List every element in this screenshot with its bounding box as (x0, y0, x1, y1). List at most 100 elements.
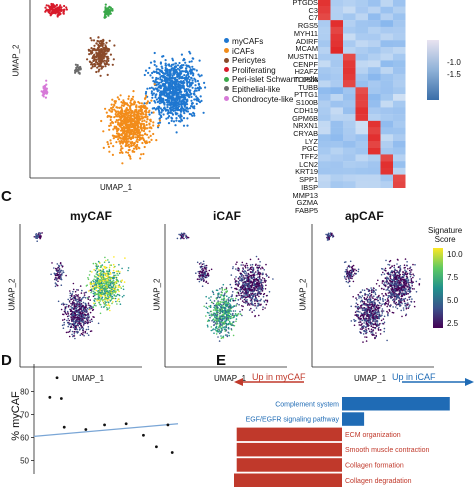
signature-point (201, 276, 203, 278)
cluster-point (130, 142, 132, 144)
umap-points (41, 3, 207, 165)
signature-point (65, 312, 67, 314)
signature-point (230, 299, 232, 301)
signature-point (89, 321, 91, 323)
cluster-point (113, 44, 115, 46)
signature-point (245, 271, 247, 273)
signature-point (84, 294, 86, 296)
signature-point (58, 301, 60, 303)
signature-point (110, 277, 112, 279)
cluster-point (43, 93, 45, 95)
heatmap-cell (356, 7, 369, 14)
cluster-point (139, 110, 141, 112)
signature-point (88, 279, 90, 281)
signature-point (203, 274, 205, 276)
signature-point (95, 263, 97, 265)
signature-point (110, 273, 112, 275)
signature-point (228, 335, 230, 337)
cluster-point (123, 126, 125, 128)
cluster-point (42, 91, 44, 93)
signature-point (242, 267, 244, 269)
signature-point (82, 332, 84, 334)
signature-point (57, 281, 59, 283)
cluster-point (170, 77, 172, 79)
signature-point (81, 306, 83, 308)
signature-point (242, 300, 244, 302)
signature-point (69, 320, 71, 322)
cluster-point (183, 117, 185, 119)
cluster-point (176, 105, 178, 107)
signature-point (226, 314, 228, 316)
signature-point (376, 299, 378, 301)
heatmap-cell (356, 107, 369, 114)
cluster-point (148, 136, 150, 138)
signature-point (202, 268, 204, 270)
signature-point (77, 296, 79, 298)
signature-point (98, 302, 100, 304)
cluster-point (197, 87, 199, 89)
signature-point (218, 329, 220, 331)
signature-point (220, 335, 222, 337)
signature-point (257, 285, 259, 287)
signature-point (225, 291, 227, 293)
cluster-point (149, 87, 151, 89)
heatmap-cell (393, 27, 406, 34)
signature-point (223, 316, 225, 318)
signature-point (238, 268, 240, 270)
cluster-point (155, 71, 157, 73)
signature-point (232, 266, 234, 268)
signature-point (63, 272, 65, 274)
signature-point (72, 301, 74, 303)
signature-point (66, 304, 68, 306)
signature-point (84, 310, 86, 312)
signature-point (236, 261, 238, 263)
signature-point (113, 275, 115, 277)
signature-point (73, 325, 75, 327)
signature-point (257, 269, 259, 271)
cluster-point (115, 136, 117, 138)
signature-point (253, 283, 255, 285)
signature-point (254, 299, 256, 301)
signature-point (64, 308, 66, 310)
signature-point (101, 266, 103, 268)
signature-point (226, 318, 228, 320)
heatmap-cell (393, 181, 406, 188)
signature-point (67, 311, 69, 313)
signature-point (245, 294, 247, 296)
cluster-point (112, 145, 114, 147)
signature-point (72, 336, 74, 338)
cluster-point (165, 109, 167, 111)
heatmap-cell (368, 27, 381, 34)
cluster-point (149, 102, 151, 104)
cluster-point (125, 142, 127, 144)
cluster-point (88, 53, 90, 55)
signature-point (108, 283, 110, 285)
cluster-point (193, 115, 195, 117)
signature-point (116, 303, 118, 305)
signature-point (230, 313, 232, 315)
signature-point (114, 272, 116, 274)
cluster-point (182, 82, 184, 84)
cluster-point (171, 120, 173, 122)
signature-point (220, 323, 222, 325)
signature-point (234, 288, 236, 290)
cluster-point (145, 70, 147, 72)
signature-point (216, 303, 218, 305)
signature-point (107, 273, 109, 275)
signature-point (210, 305, 212, 307)
signature-point (228, 319, 230, 321)
signature-point (236, 295, 238, 297)
cluster-point (166, 72, 168, 74)
heatmap-cell (356, 81, 369, 88)
cluster-point (113, 104, 115, 106)
cluster-point (148, 123, 150, 125)
signature-point (86, 322, 88, 324)
signature-point (236, 289, 238, 291)
signature-point (104, 279, 106, 281)
signature-point (88, 326, 90, 328)
cluster-point (183, 110, 185, 112)
signature-point (201, 266, 203, 268)
signature-point (211, 314, 213, 316)
signature-point (229, 322, 231, 324)
signature-point (97, 278, 99, 280)
